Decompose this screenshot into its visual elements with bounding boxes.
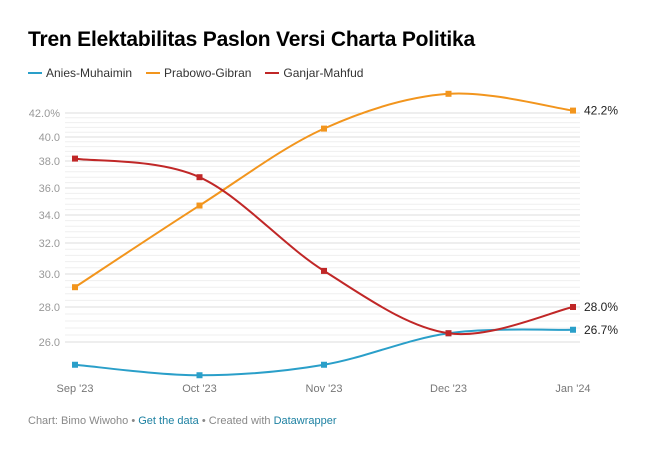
datawrapper-link[interactable]: Datawrapper [273, 415, 337, 427]
separator: • [128, 415, 139, 427]
y-tick-label: 28.0 [39, 302, 60, 314]
get-data-link[interactable]: Get the data [138, 415, 199, 427]
data-point [445, 90, 452, 97]
series-line-anies-muhaimin [74, 328, 574, 377]
data-point [196, 202, 203, 209]
x-tick-label: Oct '23 [182, 383, 217, 395]
legend-label: Anies-Muhaimin [46, 66, 133, 80]
y-tick-label: 42.0% [29, 108, 60, 120]
data-point [570, 304, 576, 310]
y-tick-label: 36.0 [39, 183, 60, 195]
data-point [570, 326, 576, 333]
data-point [321, 125, 327, 132]
series-line-ganjar-mahfud [74, 157, 574, 336]
data-point [445, 330, 452, 337]
y-tick-label: 40.0 [39, 132, 60, 144]
credit: Chart: Bimo Wiwoho [28, 415, 129, 427]
data-point [321, 267, 327, 274]
data-point [321, 361, 327, 368]
data-point [72, 284, 78, 291]
end-value-label: 26.7% [584, 323, 618, 337]
x-tick-label: Sep '23 [57, 383, 94, 395]
data-point [196, 372, 203, 379]
footer: Chart: Bimo Wiwoho • Get the data • Crea… [28, 415, 337, 427]
end-value-label: 42.2% [584, 104, 618, 118]
data-point [570, 107, 576, 114]
legend-swatch [265, 72, 280, 74]
legend-swatch [28, 72, 42, 74]
legend-item-prabowo: Prabowo-Gibran [146, 66, 251, 80]
end-value-label: 28.0% [584, 300, 618, 314]
x-tick-label: Dec '23 [430, 383, 467, 395]
y-tick-label: 30.0 [39, 269, 60, 281]
data-point [72, 361, 78, 368]
separator: • [198, 415, 209, 427]
legend-item-ganjar: Ganjar-Mahfud [265, 66, 363, 80]
legend-label: Prabowo-Gibran [164, 66, 252, 80]
y-tick-label: 34.0 [39, 210, 60, 222]
data-point [196, 174, 203, 181]
legend-swatch [146, 72, 161, 74]
data-point [72, 155, 78, 162]
y-tick-label: 26.0 [39, 337, 60, 349]
created-with: Created with [208, 415, 274, 427]
legend: Anies-Muhaimin Prabowo-Gibran Ganjar-Mah… [28, 66, 363, 80]
x-tick-label: Nov '23 [306, 383, 343, 395]
chart-title: Tren Elektabilitas Paslon Versi Charta P… [28, 28, 475, 51]
x-tick-label: Jan '24 [555, 383, 590, 395]
y-tick-label: 32.0 [39, 238, 60, 250]
y-tick-label: 38.0 [39, 156, 60, 168]
legend-label: Ganjar-Mahfud [283, 66, 364, 80]
legend-item-anies: Anies-Muhaimin [28, 66, 132, 80]
